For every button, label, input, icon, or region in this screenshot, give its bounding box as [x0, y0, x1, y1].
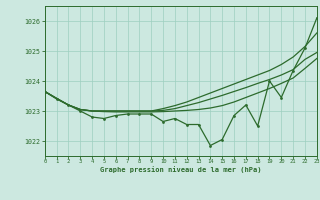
X-axis label: Graphe pression niveau de la mer (hPa): Graphe pression niveau de la mer (hPa) [100, 166, 261, 173]
